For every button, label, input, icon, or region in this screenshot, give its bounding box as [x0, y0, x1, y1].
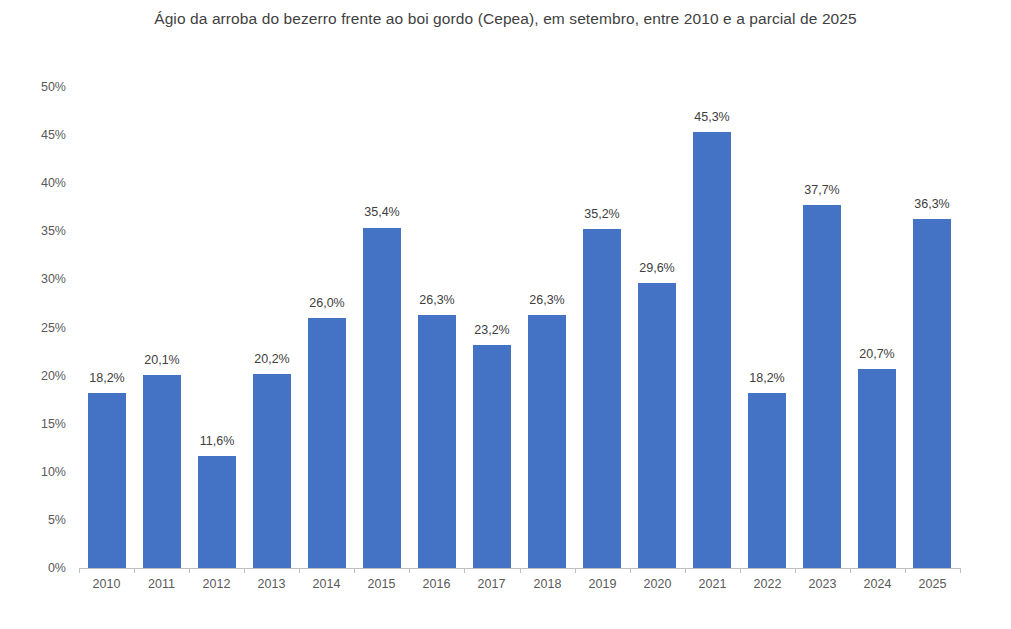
- x-axis-category-label: 2023: [795, 577, 850, 591]
- bar-2025: [913, 219, 951, 568]
- x-axis-tick-mark: [354, 568, 355, 573]
- x-axis-tick-mark: [244, 568, 245, 573]
- x-axis-tick-mark: [630, 568, 631, 573]
- x-axis-tick-mark: [134, 568, 135, 573]
- y-axis-tick-label: 20%: [20, 369, 66, 383]
- x-axis-tick-mark: [409, 568, 410, 573]
- bar-value-label: 26,3%: [402, 293, 472, 307]
- bar-chart: Ágio da arroba do bezerro frente ao boi …: [0, 0, 1011, 629]
- x-axis-category-label: 2012: [189, 577, 244, 591]
- y-axis-tick-label: 30%: [20, 272, 66, 286]
- bar-2016: [418, 315, 456, 568]
- y-axis-tick-label: 40%: [20, 176, 66, 190]
- bar-2011: [143, 375, 181, 568]
- x-axis-category-label: 2022: [740, 577, 795, 591]
- x-axis-tick-mark: [740, 568, 741, 573]
- x-axis-category-label: 2020: [630, 577, 685, 591]
- bar-2017: [473, 345, 511, 568]
- y-axis-tick-label: 35%: [20, 224, 66, 238]
- bar-value-label: 35,2%: [567, 207, 637, 221]
- x-axis-tick-mark: [79, 568, 80, 573]
- x-axis-tick-mark: [795, 568, 796, 573]
- y-axis-tick-label: 10%: [20, 465, 66, 479]
- x-axis-tick-mark: [905, 568, 906, 573]
- x-axis-category-label: 2021: [685, 577, 740, 591]
- bar-2013: [253, 374, 291, 568]
- bar-2014: [308, 318, 346, 568]
- plot-area: 0% 5% 10% 15% 20% 25% 30% 35% 40% 45% 50% 18,2% 2010…: [0, 0, 1011, 629]
- bar-2018: [528, 315, 566, 568]
- x-axis-category-label: 2024: [850, 577, 905, 591]
- bar-value-label: 20,2%: [237, 352, 307, 366]
- bar-2021: [693, 132, 731, 568]
- bar-2019: [583, 229, 621, 568]
- x-axis-tick-mark: [960, 568, 961, 573]
- bar-value-label: 18,2%: [732, 371, 802, 385]
- x-axis-category-label: 2011: [134, 577, 189, 591]
- x-axis-category-label: 2025: [905, 577, 960, 591]
- bar-value-label: 26,3%: [512, 293, 582, 307]
- bar-value-label: 23,2%: [457, 323, 527, 337]
- y-axis-tick-label: 5%: [20, 513, 66, 527]
- bar-2012: [198, 456, 236, 568]
- bar-value-label: 20,1%: [127, 353, 197, 367]
- x-axis-tick-mark: [464, 568, 465, 573]
- bar-value-label: 18,2%: [72, 371, 142, 385]
- bar-2022: [748, 393, 786, 568]
- bar-value-label: 20,7%: [842, 347, 912, 361]
- bar-2024: [858, 369, 896, 568]
- bar-value-label: 37,7%: [787, 183, 857, 197]
- x-axis-tick-mark: [850, 568, 851, 573]
- bar-2023: [803, 205, 841, 568]
- y-axis-tick-label: 45%: [20, 128, 66, 142]
- bar-value-label: 11,6%: [182, 434, 252, 448]
- bar-value-label: 35,4%: [347, 205, 417, 219]
- x-axis-category-label: 2014: [299, 577, 354, 591]
- bar-value-label: 29,6%: [622, 261, 692, 275]
- bar-value-label: 36,3%: [897, 197, 967, 211]
- x-axis-tick-mark: [520, 568, 521, 573]
- x-axis-tick-mark: [575, 568, 576, 573]
- x-axis-category-label: 2017: [464, 577, 519, 591]
- x-axis-category-label: 2013: [244, 577, 299, 591]
- bar-value-label: 45,3%: [677, 110, 747, 124]
- y-axis-tick-label: 0%: [20, 561, 66, 575]
- y-axis-tick-label: 15%: [20, 417, 66, 431]
- x-axis-tick-mark: [685, 568, 686, 573]
- x-axis-category-label: 2010: [79, 577, 134, 591]
- x-axis-tick-mark: [189, 568, 190, 573]
- bar-2010: [88, 393, 126, 568]
- x-axis-category-label: 2019: [575, 577, 630, 591]
- bar-2015: [363, 228, 401, 569]
- y-axis-tick-label: 50%: [20, 80, 66, 94]
- x-axis-category-label: 2016: [409, 577, 464, 591]
- x-axis-tick-mark: [299, 568, 300, 573]
- x-axis-category-label: 2015: [354, 577, 409, 591]
- y-axis-tick-label: 25%: [20, 321, 66, 335]
- x-axis-category-label: 2018: [520, 577, 575, 591]
- bar-value-label: 26,0%: [292, 296, 362, 310]
- bar-2020: [638, 283, 676, 568]
